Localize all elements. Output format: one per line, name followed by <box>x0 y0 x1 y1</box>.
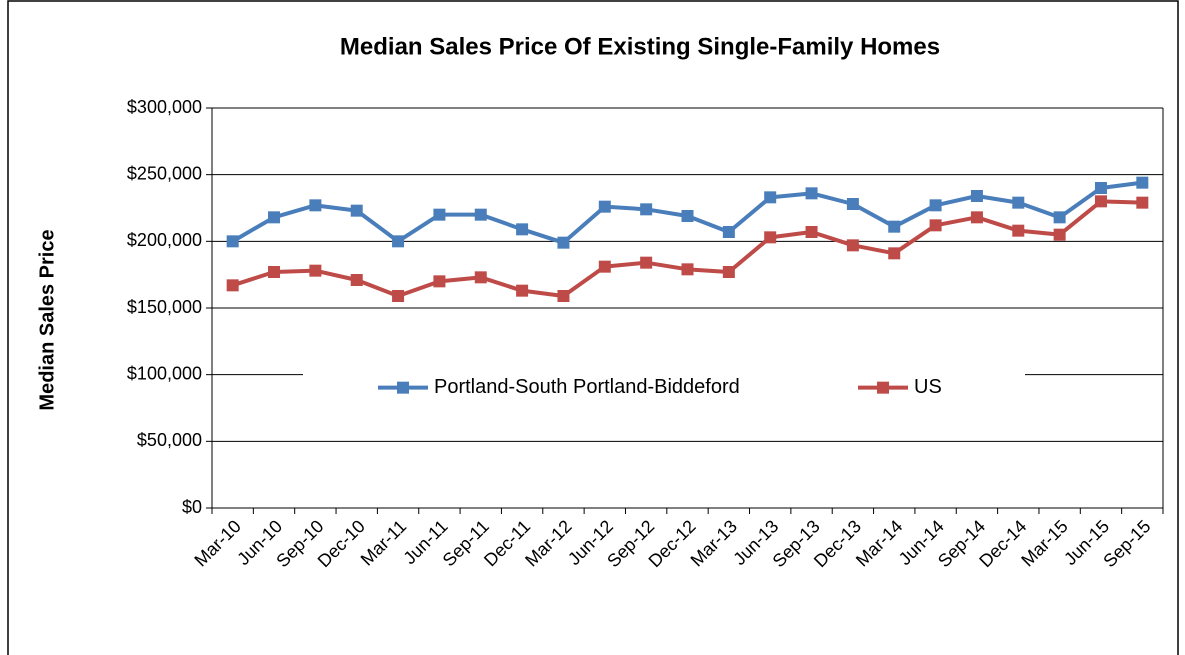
series-marker <box>722 266 735 278</box>
series-marker <box>474 208 487 221</box>
y-tick-label: $0 <box>182 497 202 517</box>
legend-label: Portland-South Portland-Biddeford <box>434 376 740 398</box>
series-marker <box>226 235 239 248</box>
legend-marker <box>877 381 889 394</box>
series-marker <box>846 198 859 210</box>
series-marker <box>474 271 487 284</box>
y-tick-label: $250,000 <box>127 163 202 183</box>
series-marker <box>929 219 942 232</box>
y-axis-label: Median Sales Price <box>36 229 58 410</box>
series-marker <box>309 199 322 212</box>
series-marker <box>640 203 653 216</box>
series-marker <box>1136 196 1149 209</box>
series-marker <box>268 211 281 224</box>
legend-label: US <box>914 376 942 398</box>
series-marker <box>1053 228 1066 241</box>
series-marker <box>268 266 281 278</box>
series-marker <box>309 264 322 277</box>
series-marker <box>350 274 363 286</box>
series-marker <box>888 247 901 260</box>
series-marker <box>598 200 611 213</box>
series-marker <box>516 223 529 236</box>
series-marker <box>681 210 694 222</box>
series-marker <box>805 226 818 238</box>
series-marker <box>846 239 859 252</box>
series-marker <box>970 211 983 224</box>
series-marker <box>226 279 239 292</box>
series-marker <box>1094 195 1107 208</box>
series-marker <box>764 231 777 244</box>
series-marker <box>764 191 777 204</box>
series-marker <box>1012 196 1025 209</box>
series-marker <box>1053 211 1066 224</box>
series-marker <box>1136 176 1149 189</box>
series-marker <box>433 208 446 221</box>
series-marker <box>433 275 446 288</box>
legend-marker <box>397 381 409 394</box>
y-tick-label: $100,000 <box>127 363 202 383</box>
series-marker <box>557 290 570 302</box>
y-tick-label: $150,000 <box>127 297 202 317</box>
y-tick-label: $50,000 <box>137 430 202 450</box>
series-marker <box>640 256 653 269</box>
chart-title: Median Sales Price Of Existing Single-Fa… <box>340 33 940 60</box>
chart-frame <box>7 0 1179 655</box>
series-marker <box>722 226 735 238</box>
series-marker <box>350 204 363 217</box>
series-marker <box>598 260 611 273</box>
series-marker <box>516 284 529 297</box>
series-marker <box>888 220 901 233</box>
series-marker <box>392 235 405 248</box>
series-marker <box>929 199 942 212</box>
series-marker <box>970 190 983 202</box>
series-marker <box>805 187 818 200</box>
series-marker <box>681 263 694 276</box>
series-marker <box>1012 224 1025 237</box>
y-tick-label: $200,000 <box>127 230 202 250</box>
series-marker <box>1094 182 1107 194</box>
series-marker <box>557 236 570 249</box>
y-tick-label: $300,000 <box>127 97 202 117</box>
series-marker <box>392 290 405 302</box>
